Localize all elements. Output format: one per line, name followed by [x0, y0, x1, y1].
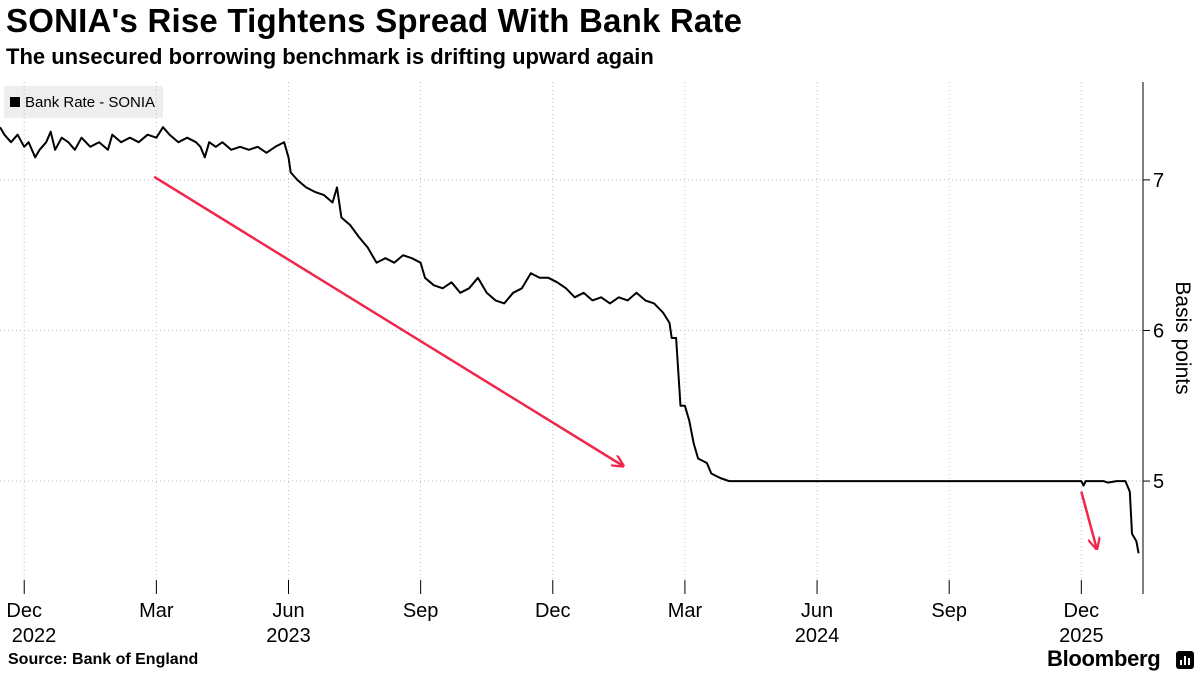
y-tick-label: 6	[1153, 320, 1164, 342]
series-layer	[0, 126, 1140, 554]
x-tick-label: Jun	[272, 600, 304, 622]
legend-swatch	[10, 97, 20, 107]
y-tick-label: 5	[1153, 471, 1164, 493]
legend-label: Bank Rate - SONIA	[25, 93, 156, 111]
x-tick-label: Dec	[1064, 600, 1100, 622]
axis-layer: 5 6 7 Dec 2022 Mar Jun 2023 Sep Dec Mar Jun 2024 Sep D…	[6, 82, 1164, 647]
y-tick-label: 7	[1153, 170, 1164, 192]
annotation-layer	[153, 175, 1097, 549]
x-tick-label: Mar	[668, 600, 703, 622]
x-tick-label: Jun	[801, 600, 833, 622]
chart-subtitle: The unsecured borrowing benchmark is dri…	[6, 44, 654, 69]
x-year-label: 2023	[266, 625, 311, 647]
source-note: Source: Bank of England	[8, 651, 199, 668]
y-axis-title: Basis points	[1171, 281, 1194, 394]
bloomberg-terminal-icon	[1176, 651, 1194, 669]
x-tick-label: Mar	[139, 600, 174, 622]
x-tick-label: Dec	[6, 600, 42, 622]
trend-arrow-recent	[1080, 491, 1096, 549]
x-tick-label: Sep	[931, 600, 967, 622]
trend-arrow-down	[153, 175, 623, 466]
chart-title: SONIA's Rise Tightens Spread With Bank R…	[6, 2, 743, 39]
x-year-label: 2024	[795, 625, 840, 647]
x-year-label: 2025	[1059, 625, 1104, 647]
series-line-bank-rate-sonia	[0, 126, 1140, 554]
legend: Bank Rate - SONIA	[4, 86, 164, 118]
x-tick-label: Dec	[535, 600, 571, 622]
grid-layer	[0, 82, 1143, 594]
x-year-label: 2022	[12, 625, 57, 647]
x-tick-label: Sep	[403, 600, 439, 622]
brand-logo: Bloomberg	[1047, 646, 1161, 671]
